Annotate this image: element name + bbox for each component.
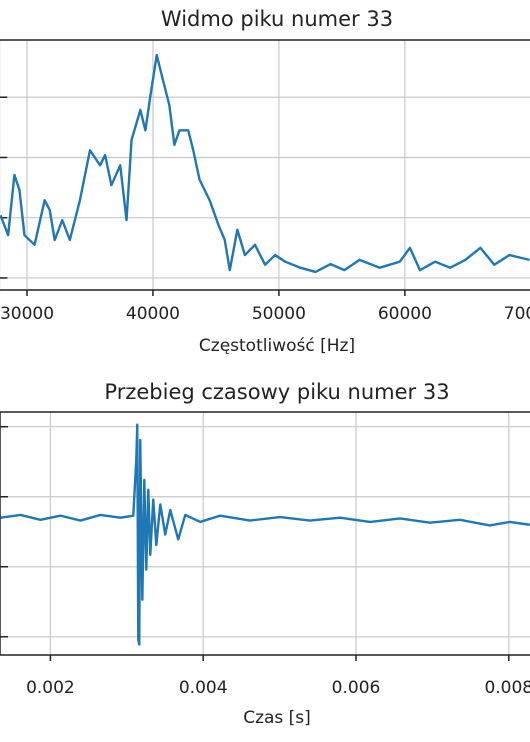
chart-title: Przebieg czasowy piku numer 33 <box>104 380 449 404</box>
x-tick-label: 50000 <box>252 304 306 324</box>
x-tick-label: 0.006 <box>332 678 381 698</box>
x-tick-label: 70000 <box>504 304 530 324</box>
x-tick-label: 60000 <box>378 304 432 324</box>
x-axis-label: Częstotliwość [Hz] <box>199 336 355 356</box>
x-tick-label: 30000 <box>0 304 54 324</box>
x-axis-label: Czas [s] <box>243 708 311 728</box>
x-tick-label: 0.004 <box>179 678 228 698</box>
data-line <box>0 53 530 274</box>
x-tick-label: 40000 <box>126 304 180 324</box>
chart-title: Widmo piku numer 33 <box>161 7 393 31</box>
axes-frame <box>0 39 530 291</box>
axes-frame <box>0 411 530 656</box>
chart-panel: Widmo piku numer 33 Częstotliwość [Hz] 300… <box>0 7 530 356</box>
chart-panel: Przebieg czasowy piku numer 33 Czas [s] 0.… <box>0 380 530 728</box>
x-tick-label: 0.002 <box>26 678 75 698</box>
data-line <box>0 423 530 646</box>
x-tick-label: 0.008 <box>484 678 530 698</box>
